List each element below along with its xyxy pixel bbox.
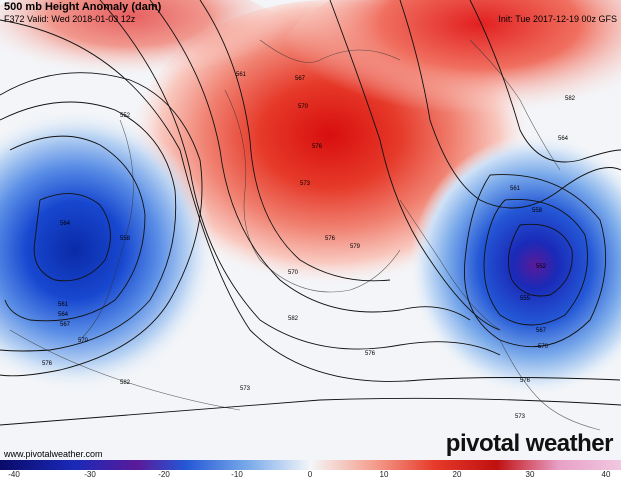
height-contours: [0, 0, 621, 426]
contour-label: 558: [120, 236, 131, 242]
contour-label: 561: [236, 72, 247, 78]
contour-label: 558: [532, 208, 543, 214]
contour-label: 579: [350, 244, 361, 250]
contour-label: 573: [240, 386, 251, 392]
colorbar-tick: -10: [231, 470, 243, 479]
contour-label: 561: [58, 302, 69, 308]
colorbar-tick: -20: [158, 470, 170, 479]
colorbar-tick: 20: [452, 470, 462, 479]
colorbar-tick: -30: [84, 470, 96, 479]
contour-label: 576: [312, 144, 323, 150]
contour-label: 570: [298, 104, 309, 110]
colorbar-tick: 40: [601, 470, 611, 479]
contour-label: 564: [58, 312, 69, 318]
contour-label: 564: [60, 221, 71, 227]
map-title: 500 mb Height Anomaly (dam): [4, 1, 162, 13]
contour-label: 576: [365, 351, 376, 357]
contour-label: 582: [120, 380, 131, 386]
positive-anomaly-northwest: [0, 0, 290, 100]
contour-label: 567: [60, 322, 71, 328]
contour-label: 576: [520, 378, 531, 384]
contour-label: 576: [42, 361, 53, 367]
contour-label: 570: [78, 338, 89, 344]
contour-label: 555: [520, 296, 531, 302]
negative-anomaly-east: [410, 135, 621, 395]
contour-label: 567: [295, 76, 306, 82]
source-url: www.pivotalweather.com: [4, 449, 103, 459]
contour-label: 561: [510, 186, 521, 192]
contour-label: 582: [288, 316, 299, 322]
contour-label: 570: [288, 270, 299, 276]
valid-time: F372 Valid: Wed 2018-01-03 12z: [4, 14, 136, 24]
init-time: Init: Tue 2017-12-19 00z GFS: [498, 14, 617, 24]
colorbar-tick: 30: [525, 470, 535, 479]
contour-label: 573: [515, 414, 526, 420]
positive-anomaly-north: [280, 0, 621, 150]
coastlines: [9, 39, 601, 431]
negative-anomaly-west: [0, 110, 215, 390]
contour-label-group: 552 564 558 561 564 567 570 576 573 582 …: [42, 72, 576, 420]
contour-label: 567: [536, 328, 547, 334]
colorbar-tick: 0: [307, 470, 313, 479]
contour-label: 570: [538, 344, 549, 350]
colorbar-tick: 10: [379, 470, 389, 479]
colorbar-scale: [0, 460, 621, 470]
contour-label: 573: [300, 181, 311, 187]
contour-label: 576: [325, 236, 336, 242]
brand-logo: pivotal weather: [445, 430, 614, 457]
colorbar-tick: -40: [8, 470, 20, 479]
contour-label: 552: [120, 113, 131, 119]
contour-label: 552: [536, 264, 547, 270]
contour-label: 582: [565, 96, 576, 102]
contour-label: 564: [558, 136, 569, 142]
